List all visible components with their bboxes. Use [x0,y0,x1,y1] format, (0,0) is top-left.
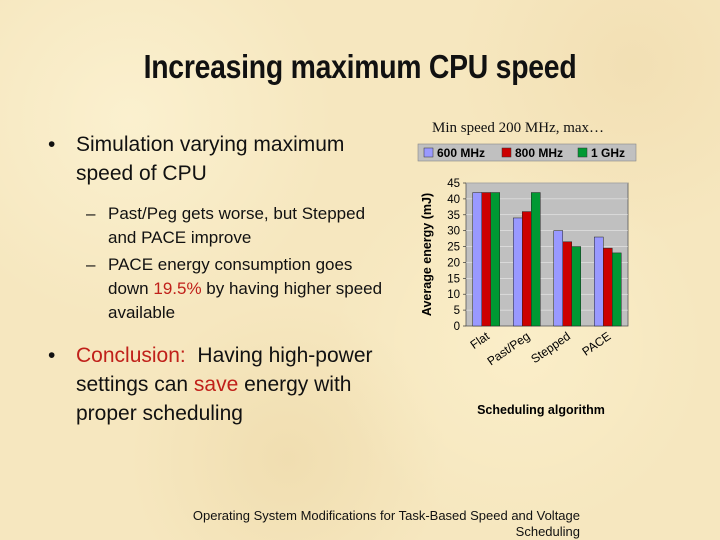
legend-swatch-0 [423,147,434,158]
chart-caption: Min speed 200 MHz, max… [432,120,605,136]
conclusion-text: Having high-power settings can [76,344,379,396]
x-tick-label-3: PACE [579,329,613,359]
y-tick-label-6: 30 [447,226,460,238]
y-tick-label-2: 10 [447,289,460,301]
y-tick-label-8: 40 [447,194,460,206]
bar-3-0 [594,236,604,327]
footer-text: Operating System Modifications for Task-… [192,508,580,539]
bar-0-0 [472,192,482,327]
slide-title: Increasing maximum CPU speed [143,48,577,85]
energy-bar-chart: 600 MHz 800 MHz 1 GHz 0 5 10 15 20 25 30 35 40 45 Fla… [417,143,637,417]
y-tick-label-0: 0 [454,321,460,333]
legend-label-0: 600 MHz [437,146,485,160]
sub-bullet-pace: – PACE energy consumption goes down 19.5… [48,253,383,325]
bullet-list: • Simulation varying maximum speed of CP… [48,130,383,442]
bullet-conclusion: • Conclusion: Having high-power settings… [48,341,383,428]
bar-1-1 [522,211,532,327]
y-tick-label-1: 5 [454,305,460,317]
bullet-simulation: • Simulation varying maximum speed of CP… [48,130,383,188]
y-tick-label-7: 35 [447,210,460,222]
legend-swatch-2 [577,147,588,158]
conclusion-label: Conclusion: [76,344,186,367]
y-tick-label-5: 25 [447,242,460,254]
sub-bullet-dash: – [86,204,96,223]
sub-bullet-text-before: PACE energy consumption goes down [108,255,353,298]
sub-bullet-text-after: by having higher speed available [108,279,383,322]
highlight-save: save [193,373,239,396]
bullet-dot: • [48,133,56,156]
y-axis-title: Average energy (mJ) [420,193,434,316]
highlight-percentage: 19.5% [153,279,202,298]
conclusion-text-after: energy with proper scheduling [76,373,352,425]
bar-2-2 [571,246,581,327]
legend-label-1: 800 MHz [515,146,563,160]
bar-0-2 [490,192,500,327]
bar-3-1 [603,247,613,327]
bar-0-1 [481,192,491,327]
sub-bullet-dash: – [86,255,96,274]
bullet-dot: • [48,344,56,367]
legend-label-2: 1 GHz [591,146,625,160]
bullet-text: Simulation varying maximum speed of CPU [76,133,345,185]
y-tick-label-9: 45 [447,178,460,190]
y-tick-label-4: 20 [447,257,460,269]
x-tick-label-0: Flat [468,329,493,352]
legend-swatch-1 [501,147,512,158]
x-tick-label-1: Past/Peg [485,329,533,368]
bar-2-0 [553,230,563,327]
sub-bullet-text: Past/Peg gets worse, but Stepped and PAC… [108,204,366,247]
x-axis-title: Scheduling algorithm [477,403,605,417]
bar-2-1 [562,241,572,327]
y-tick-label-3: 15 [447,273,460,285]
bar-1-0 [513,217,523,327]
bar-3-2 [612,252,622,327]
sub-bullet-pastpeg: – Past/Peg gets worse, but Stepped and P… [48,202,383,250]
x-tick-label-2: Stepped [528,329,573,366]
bar-1-2 [531,192,541,327]
